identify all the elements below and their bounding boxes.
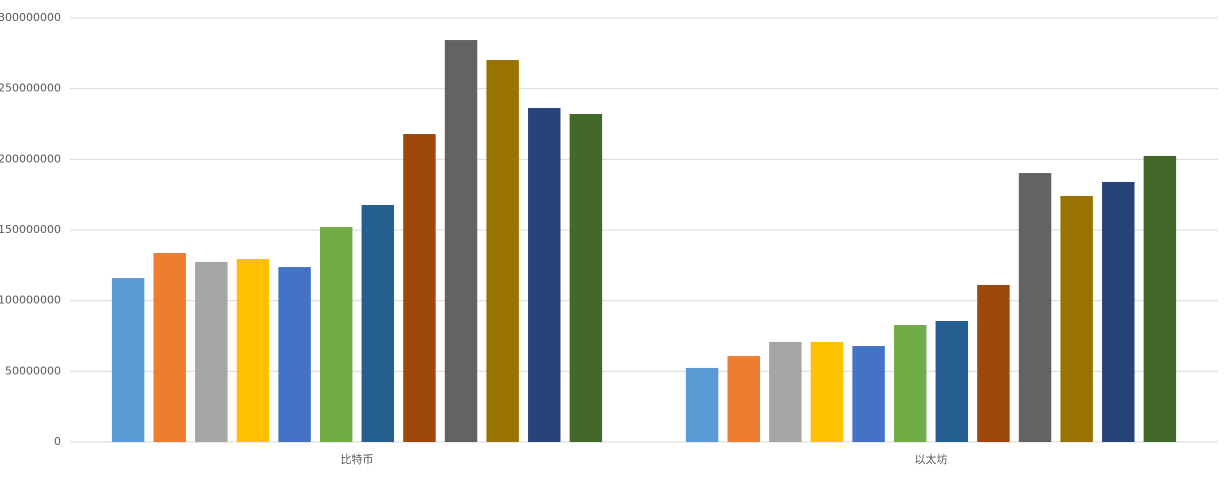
y-tick-label: 300000000 (0, 11, 61, 24)
bar (444, 40, 478, 442)
bar (935, 321, 969, 442)
bar (569, 113, 603, 442)
x-tick-label: 以太坊 (915, 452, 948, 466)
bar (361, 204, 395, 442)
bar (278, 267, 311, 442)
bar (685, 367, 719, 442)
bar (111, 278, 145, 442)
bar (727, 356, 760, 442)
x-tick-label: 比特币 (341, 452, 374, 466)
bar (810, 341, 844, 442)
y-tick-label: 150000000 (0, 223, 61, 236)
bar (319, 227, 353, 442)
bar (893, 324, 927, 442)
bar (403, 134, 436, 442)
bar (1060, 195, 1093, 442)
y-tick-label: 0 (54, 435, 61, 448)
bar (1143, 155, 1177, 442)
bar (852, 346, 885, 442)
y-tick-label: 200000000 (0, 152, 61, 165)
bar (1102, 181, 1135, 443)
bar (486, 59, 519, 442)
bar (236, 258, 270, 442)
y-tick-label: 50000000 (5, 364, 61, 377)
bar (528, 108, 561, 443)
bar (153, 253, 186, 442)
bar (769, 341, 802, 442)
bar (977, 284, 1010, 442)
y-tick-label: 250000000 (0, 82, 61, 95)
bar (1018, 173, 1052, 442)
bar (195, 261, 228, 442)
y-tick-label: 100000000 (0, 294, 61, 307)
